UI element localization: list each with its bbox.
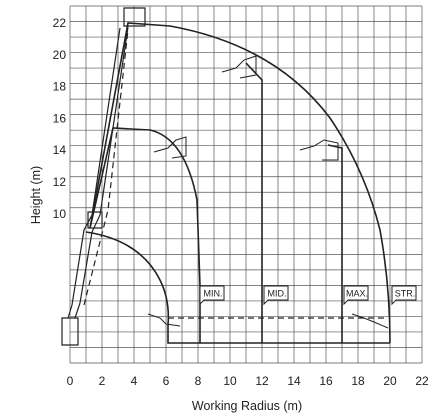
y-tick-label: 14 xyxy=(53,143,67,157)
x-tick-label: 18 xyxy=(351,374,365,388)
mode-tag: STR. xyxy=(391,285,417,306)
x-tick-label: 2 xyxy=(99,374,106,388)
x-tick-label: 10 xyxy=(223,374,237,388)
basket-max xyxy=(299,139,339,161)
basket-min xyxy=(153,136,187,159)
x-tick-label: 16 xyxy=(319,374,333,388)
base-working-line xyxy=(167,325,390,344)
basket-mid xyxy=(221,55,257,79)
mode-tag-label: MID. xyxy=(268,289,287,299)
x-tick-label: 6 xyxy=(163,374,170,388)
mode-tag: MIN. xyxy=(199,285,225,306)
mode-tag-label: STR. xyxy=(395,289,416,299)
baskets xyxy=(147,55,389,329)
y-tick-label: 18 xyxy=(53,80,67,94)
platform-slab xyxy=(87,211,103,229)
y-tick-label: 16 xyxy=(53,111,67,125)
x-tick-label: 20 xyxy=(383,374,397,388)
basket-low-right xyxy=(351,313,389,329)
x-tick-label: 22 xyxy=(415,374,429,388)
top-basket xyxy=(123,7,146,27)
min-envelope xyxy=(89,127,201,343)
working-envelope xyxy=(85,22,391,344)
y-tick-label: 20 xyxy=(53,48,67,62)
mid-envelope xyxy=(245,62,263,343)
boom-dashed-line xyxy=(83,29,129,306)
mode-tag-box xyxy=(343,285,369,306)
boom-secondary-arm xyxy=(74,26,129,319)
x-tick-label: 8 xyxy=(195,374,202,388)
mode-tag: MID. xyxy=(263,285,289,306)
basket-low-left xyxy=(147,313,181,327)
mode-tag: MAX. xyxy=(343,285,369,306)
y-tick-label: 22 xyxy=(53,16,67,30)
y-tick-label: 10 xyxy=(53,207,67,221)
x-tick-label: 0 xyxy=(67,374,74,388)
x-tick-label: 12 xyxy=(255,374,269,388)
str-outer-envelope xyxy=(89,22,391,344)
x-tick-label: 4 xyxy=(131,374,138,388)
x-axis-title: Working Radius (m) xyxy=(192,399,302,413)
mode-tag-box xyxy=(263,285,289,306)
x-axis-ticks: 0 2 4 6 8 10 12 14 16 18 20 22 xyxy=(67,374,429,388)
mode-tag-label: MAX. xyxy=(346,289,368,299)
y-tick-label: 12 xyxy=(53,175,67,189)
mode-labels: MIN. MID. MAX. STR. xyxy=(199,285,417,306)
mode-tag-box xyxy=(391,285,417,306)
x-tick-label: 14 xyxy=(287,374,301,388)
mode-tag-label: MIN. xyxy=(204,289,223,299)
mode-tag-box xyxy=(199,285,225,306)
boom-drawing xyxy=(61,7,385,346)
y-axis-ticks: 10 12 14 16 18 20 22 xyxy=(53,16,67,221)
vehicle-body xyxy=(61,317,79,346)
boom-main-arm xyxy=(67,27,121,319)
y-axis-title: Height (m) xyxy=(29,166,43,224)
max-envelope xyxy=(327,144,343,343)
base-left-arc xyxy=(85,231,170,326)
